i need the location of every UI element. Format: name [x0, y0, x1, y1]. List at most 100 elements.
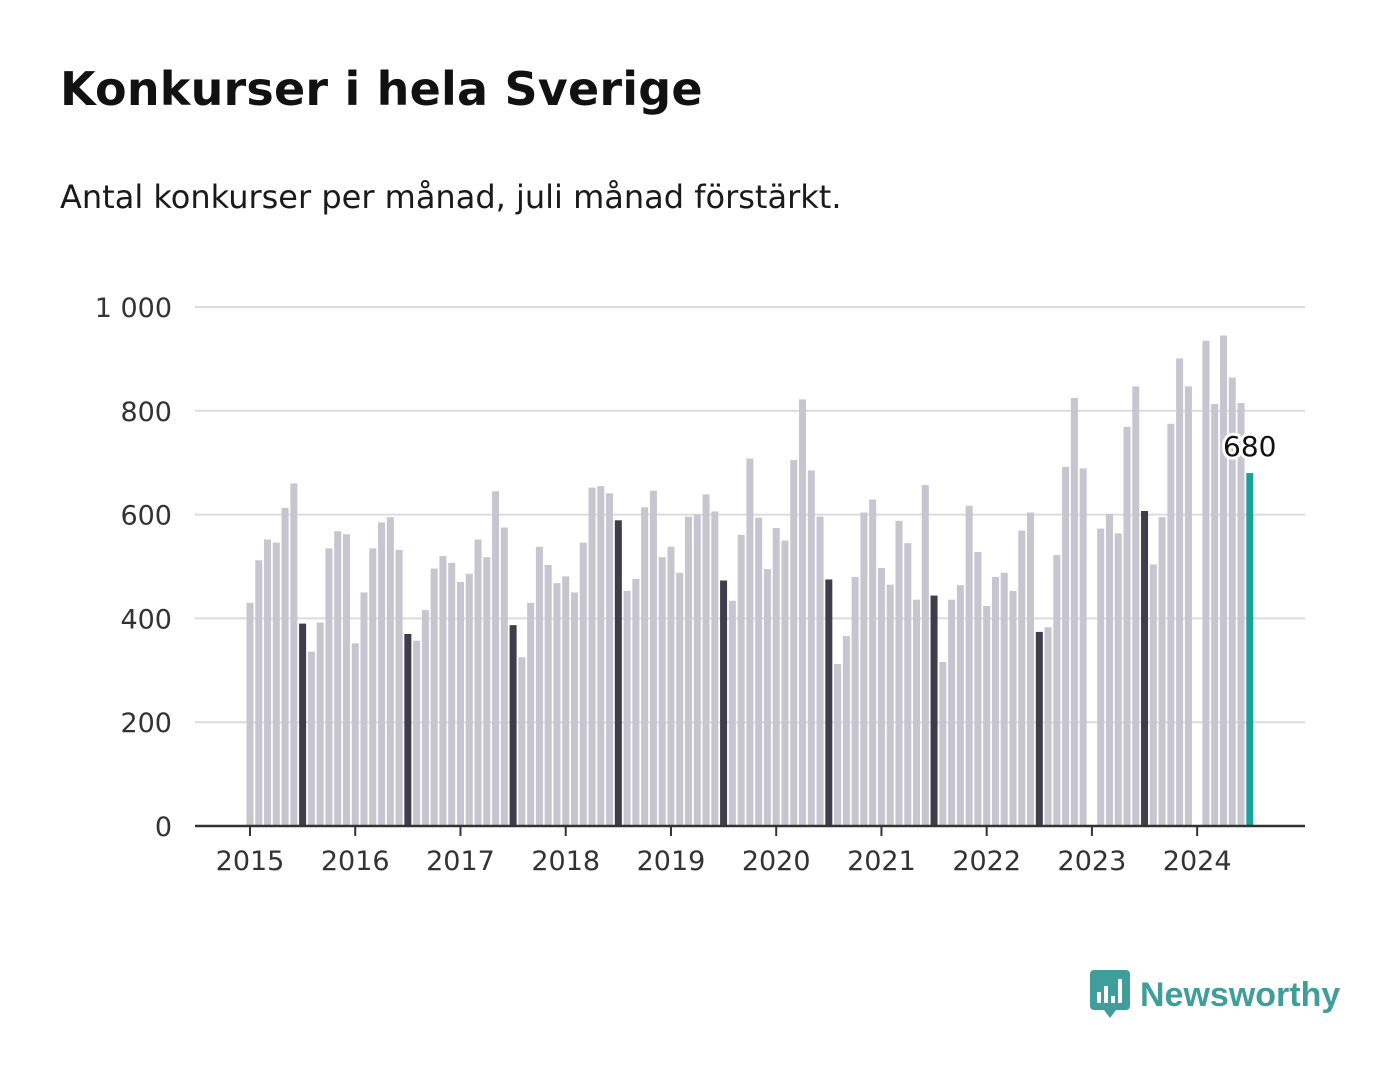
bar: [807, 470, 815, 826]
bar: [448, 562, 456, 826]
bar-july: [299, 623, 307, 826]
bar: [272, 542, 280, 826]
y-axis-tick-labels: 0 200 400 600 800 1 000: [95, 293, 172, 843]
y-tick-label: 800: [120, 397, 172, 428]
x-tick-label: 2015: [216, 846, 285, 877]
bar: [395, 549, 403, 826]
bar: [281, 507, 289, 826]
bar-july: [720, 580, 728, 826]
bar: [316, 622, 324, 826]
bar: [851, 576, 859, 826]
x-tick-label: 2020: [742, 846, 811, 877]
bar: [1027, 512, 1035, 826]
bars: [246, 335, 1254, 826]
bar: [702, 494, 710, 826]
bar: [623, 590, 631, 826]
bar: [956, 585, 964, 826]
bar: [579, 542, 587, 826]
bar: [790, 460, 798, 826]
bar: [570, 592, 578, 826]
bar: [1211, 404, 1219, 826]
bar: [421, 610, 429, 826]
bar: [667, 546, 675, 826]
bar: [939, 662, 947, 826]
bar: [1105, 514, 1113, 826]
bar: [1228, 377, 1236, 826]
x-tick-label: 2024: [1163, 846, 1232, 877]
bar: [492, 491, 500, 826]
bar: [518, 657, 526, 826]
y-tick-label: 400: [120, 604, 172, 635]
latest-value-label: 680: [1223, 430, 1276, 463]
bar-july: [509, 625, 517, 826]
bar: [439, 556, 447, 826]
y-tick-label: 1 000: [95, 293, 172, 324]
bar: [1149, 564, 1157, 826]
annotation: 680: [1220, 427, 1279, 466]
bar-chart-speech-bubble-icon: [1090, 970, 1130, 1018]
bar: [562, 576, 570, 826]
bar: [527, 602, 535, 826]
x-tick-label: 2018: [531, 846, 600, 877]
bar: [1018, 530, 1026, 826]
bar: [676, 572, 684, 826]
bar: [781, 540, 789, 826]
bar: [360, 592, 368, 826]
x-tick-label: 2022: [952, 846, 1021, 877]
chart-title: Konkurser i hela Sverige: [60, 62, 703, 116]
bar: [456, 582, 464, 826]
bar: [1000, 572, 1008, 826]
bar: [965, 505, 973, 826]
bar: [255, 560, 263, 826]
bar: [1009, 590, 1017, 826]
bar: [1053, 555, 1061, 826]
bar: [588, 487, 596, 826]
bar: [369, 548, 377, 826]
bar: [264, 539, 272, 826]
y-tick-label: 200: [120, 708, 172, 739]
bar: [632, 578, 640, 826]
bar: [685, 516, 692, 826]
bar: [1123, 426, 1131, 826]
bar: [544, 564, 552, 826]
bar-latest: [1246, 473, 1254, 826]
bar: [641, 507, 649, 826]
bar: [895, 520, 903, 826]
bar: [1202, 340, 1210, 826]
chart-subtitle: Antal konkurser per månad, juli månad fö…: [60, 178, 842, 216]
x-axis-tick-labels: 2015 2016 2017 2018 2019 2020 2021 2022 2023 2024: [216, 846, 1232, 877]
bar: [799, 399, 807, 826]
x-tick-label: 2019: [637, 846, 706, 877]
brand-name: Newsworthy: [1140, 975, 1341, 1014]
bar: [1044, 627, 1052, 826]
bar-july: [930, 595, 938, 826]
bar: [1158, 517, 1166, 826]
bar: [413, 640, 421, 826]
bar: [430, 568, 438, 826]
bar: [886, 584, 894, 826]
y-tick-label: 600: [120, 501, 172, 532]
bar-july: [614, 520, 622, 826]
bar-july: [404, 633, 412, 826]
bar: [772, 528, 780, 826]
bar: [290, 483, 298, 826]
bar: [386, 517, 394, 826]
bar: [842, 636, 850, 826]
bar: [1176, 358, 1184, 826]
x-tick-label: 2017: [426, 846, 495, 877]
bar: [307, 651, 315, 826]
bar: [693, 514, 701, 826]
bar: [763, 569, 771, 826]
bar-july: [1035, 631, 1043, 826]
bar: [1167, 423, 1175, 826]
x-tick-label: 2016: [321, 846, 390, 877]
bar: [1184, 386, 1192, 826]
bar: [1062, 466, 1070, 826]
bar: [334, 531, 342, 826]
bar: [606, 493, 614, 826]
bar: [1070, 397, 1078, 826]
bar: [991, 576, 999, 826]
bar: [483, 557, 491, 826]
x-tick-label: 2021: [847, 846, 916, 877]
